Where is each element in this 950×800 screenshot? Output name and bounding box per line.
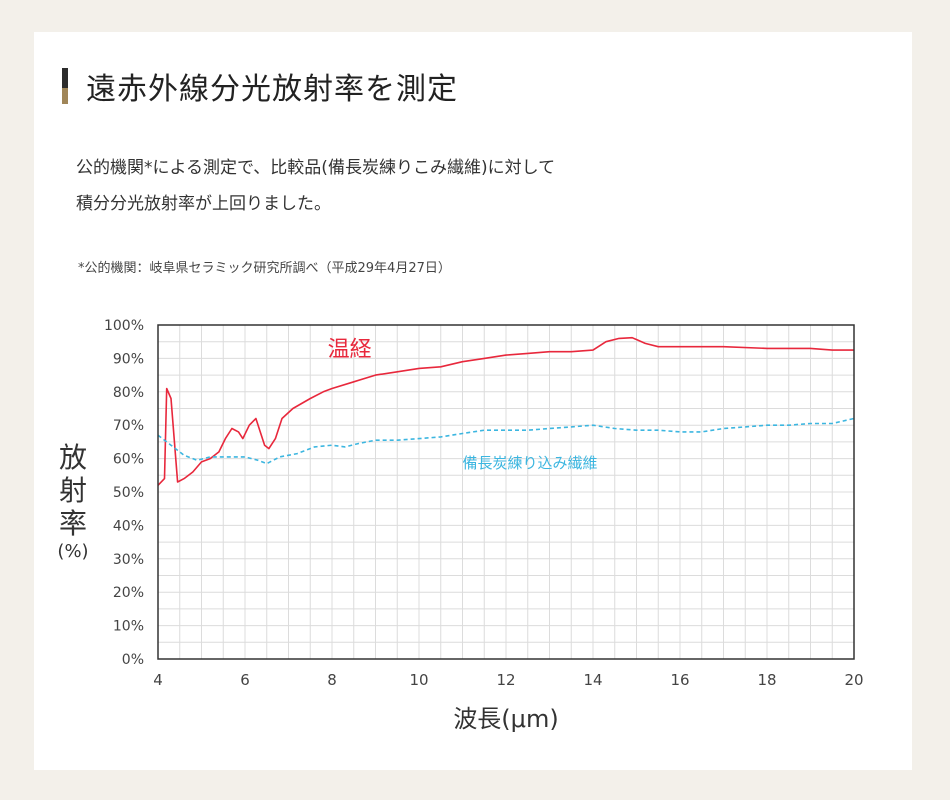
y-axis-label-char: 射: [59, 474, 87, 507]
source-note: *公的機関：岐阜県セラミック研究所調べ（平成29年4月27日）: [78, 261, 451, 276]
x-tick-label: 10: [409, 671, 428, 689]
x-tick-label: 20: [844, 671, 863, 689]
intro-text: 公的機関*による測定で、比較品(備長炭練りこみ繊維)に対して 積分分光放射率が上…: [76, 150, 555, 222]
y-axis-unit: (%): [57, 541, 88, 562]
y-tick-label: 100%: [104, 318, 144, 334]
y-tick-label: 30%: [113, 552, 144, 568]
series-line-onkei: [157, 336, 854, 486]
series-label-binchotan: 備長炭練り込み繊維: [463, 454, 598, 472]
series-line-binchotan: [157, 417, 855, 465]
y-tick-label: 0%: [122, 652, 144, 668]
x-tick-label: 12: [496, 671, 515, 689]
x-tick-label: 8: [327, 671, 337, 689]
heading-title: 遠赤外線分光放射率を測定: [86, 72, 458, 107]
y-tick-label: 20%: [113, 585, 144, 601]
series-label-onkei: 温経: [328, 338, 372, 363]
plot-frame: [157, 324, 855, 660]
x-tick-label: 18: [757, 671, 776, 689]
y-tick-label: 10%: [113, 619, 144, 635]
series-lines: [157, 336, 855, 486]
x-tick-labels: 4 6 8 10 12 14 16 18 20: [153, 671, 863, 689]
x-tick-label: 4: [153, 671, 163, 689]
y-axis-label-char: 放: [59, 441, 87, 474]
axis-labels: 波長(μm) 放射率(%): [57, 441, 558, 733]
y-axis-label-char: 率: [59, 507, 87, 540]
x-tick-label: 6: [240, 671, 250, 689]
x-axis-label: 波長(μm): [453, 705, 558, 733]
y-tick-labels: 0% 10% 20% 30% 40% 50% 60% 70% 80% 90% 100%: [104, 318, 144, 668]
y-tick-label: 40%: [113, 518, 144, 534]
y-tick-label: 50%: [113, 485, 144, 501]
grid: [158, 325, 854, 659]
heading-accent-bar: [62, 68, 68, 104]
x-tick-label: 16: [670, 671, 689, 689]
y-tick-label: 60%: [113, 452, 144, 468]
section-heading: 遠赤外線分光放射率を測定: [62, 66, 458, 107]
content-card: 遠赤外線分光放射率を測定 公的機関*による測定で、比較品(備長炭練りこみ繊維)に…: [34, 32, 912, 770]
y-tick-label: 90%: [113, 351, 144, 367]
x-tick-label: 14: [583, 671, 602, 689]
intro-line-1: 公的機関*による測定で、比較品(備長炭練りこみ繊維)に対して: [76, 158, 556, 178]
y-tick-label: 70%: [113, 418, 144, 434]
y-tick-label: 80%: [113, 385, 144, 401]
intro-line-2: 積分分光放射率が上回りました。: [76, 194, 331, 214]
